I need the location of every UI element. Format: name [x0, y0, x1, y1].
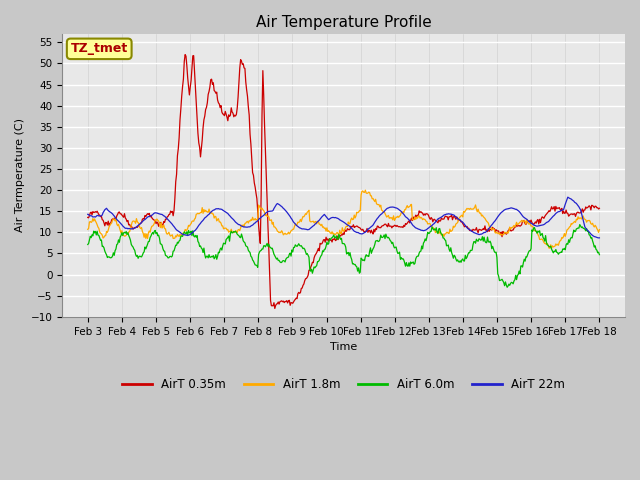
- AirT 22m: [175, 228, 182, 234]
- AirT 0.35m: [84, 215, 92, 220]
- AirT 1.8m: [84, 227, 92, 232]
- Line: AirT 6.0m: AirT 6.0m: [88, 225, 600, 287]
- AirT 1.8m: [548, 245, 556, 251]
- AirT 1.8m: [316, 221, 323, 227]
- AirT 0.35m: [175, 146, 182, 152]
- AirT 22m: [84, 212, 92, 217]
- Line: AirT 22m: AirT 22m: [88, 197, 600, 238]
- AirT 6.0m: [503, 284, 511, 290]
- AirT 6.0m: [426, 230, 433, 236]
- AirT 0.35m: [428, 215, 435, 220]
- AirT 0.35m: [471, 227, 479, 233]
- AirT 1.8m: [596, 227, 604, 232]
- AirT 22m: [564, 194, 572, 200]
- AirT 22m: [595, 235, 602, 241]
- AirT 1.8m: [362, 187, 369, 193]
- AirT 22m: [596, 235, 604, 241]
- AirT 6.0m: [469, 242, 477, 248]
- AirT 1.8m: [216, 219, 223, 225]
- AirT 22m: [316, 217, 323, 223]
- AirT 6.0m: [316, 257, 323, 263]
- AirT 0.35m: [596, 205, 604, 211]
- AirT 6.0m: [216, 250, 223, 256]
- X-axis label: Time: Time: [330, 342, 357, 352]
- AirT 22m: [216, 206, 223, 212]
- Text: TZ_tmet: TZ_tmet: [70, 42, 128, 55]
- AirT 6.0m: [84, 241, 92, 247]
- AirT 22m: [385, 204, 393, 210]
- AirT 1.8m: [426, 221, 434, 227]
- AirT 6.0m: [596, 252, 604, 258]
- Title: Air Temperature Profile: Air Temperature Profile: [256, 15, 431, 30]
- AirT 6.0m: [175, 240, 182, 246]
- AirT 0.35m: [181, 52, 189, 58]
- AirT 1.8m: [175, 233, 182, 239]
- AirT 0.35m: [387, 223, 395, 229]
- Y-axis label: Air Termperature (C): Air Termperature (C): [15, 119, 25, 232]
- Line: AirT 1.8m: AirT 1.8m: [88, 190, 600, 248]
- AirT 0.35m: [216, 105, 224, 110]
- AirT 1.8m: [470, 205, 477, 211]
- AirT 22m: [469, 229, 477, 235]
- AirT 0.35m: [317, 241, 324, 247]
- AirT 22m: [426, 224, 433, 230]
- AirT 6.0m: [576, 222, 584, 228]
- AirT 1.8m: [387, 215, 394, 220]
- Line: AirT 0.35m: AirT 0.35m: [88, 55, 600, 309]
- AirT 6.0m: [385, 236, 393, 241]
- AirT 0.35m: [271, 306, 278, 312]
- Legend: AirT 0.35m, AirT 1.8m, AirT 6.0m, AirT 22m: AirT 0.35m, AirT 1.8m, AirT 6.0m, AirT 2…: [118, 373, 570, 396]
